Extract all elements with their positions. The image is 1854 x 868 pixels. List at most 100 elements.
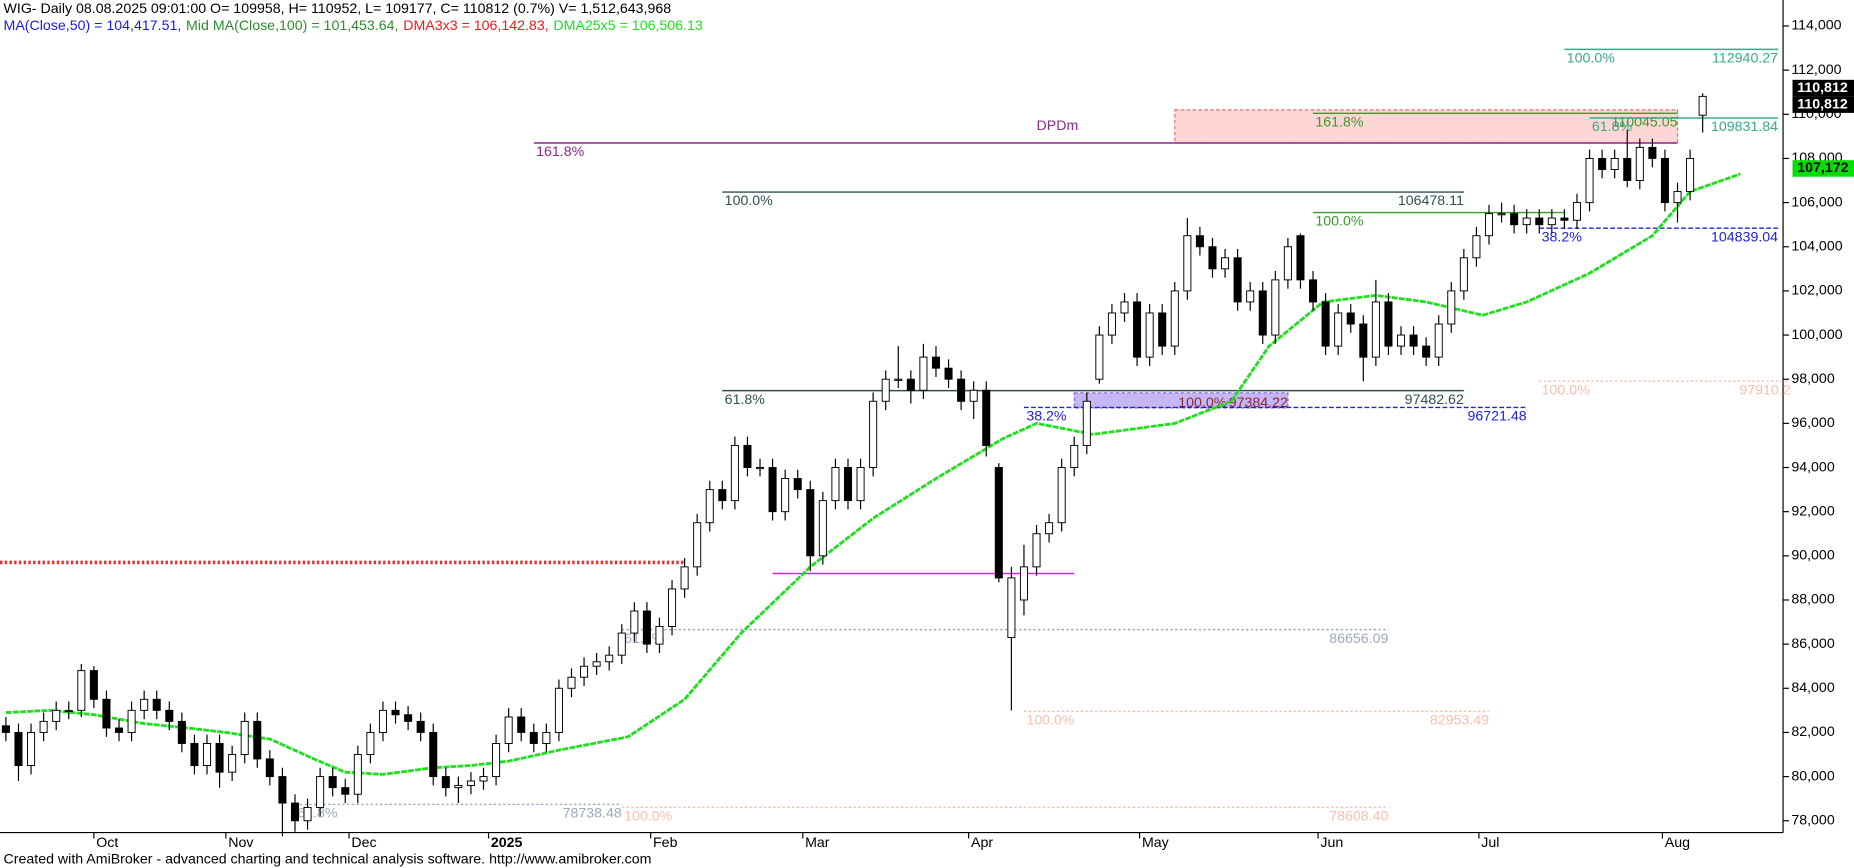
candle-body [580,665,589,678]
candle-body [994,467,1003,579]
zone [1174,109,1679,144]
candle-body [768,467,777,513]
level-label: 161.8% [536,144,584,160]
candle-body [818,500,827,557]
candle-body [1032,533,1041,568]
y-tick-label: 88,000 [1791,592,1834,608]
level-label: 100.0% [1542,382,1590,398]
y-tick-label: 112,000 [1791,62,1841,78]
candle-body [806,489,815,557]
candle-body [215,742,224,773]
candle-body [1422,345,1431,358]
level-label: 100.0% [624,809,672,825]
candle-body [1648,146,1657,159]
candle-body [366,731,375,755]
level-label: 61.8% [297,806,338,822]
y-tick-label: 90,000 [1791,548,1834,564]
x-tick-label: 2025 [491,835,523,851]
candle-body [781,478,790,513]
candle-body [89,670,98,700]
candle-body [1447,290,1456,325]
candle-body [1221,257,1230,270]
candle-body [1070,444,1079,468]
candle-body [378,709,387,733]
candle-body [1510,213,1519,226]
candle-body [567,676,576,689]
candle-body [542,731,551,744]
y-tick-label: 86,000 [1791,636,1834,652]
candle-body [429,731,438,778]
level-label: 112940.27 [1712,51,1778,67]
y-tick-label: 82,000 [1791,724,1834,740]
candle-body [1133,301,1142,358]
candle-body [1384,301,1393,347]
price-tag [1792,160,1854,177]
candle-body [278,776,287,804]
candle-body [1472,235,1481,259]
level-label: 82953.49 [1430,713,1489,729]
candle-body [655,625,664,645]
zone-label: 97384.22 [1229,395,1288,411]
chart-title: WIG- Daily 08.08.2025 09:01:00 O= 109958… [4,1,672,17]
zone-label: 100.0% [1178,395,1226,411]
level-label: 100.0% [1567,51,1615,67]
candle-body [680,566,689,590]
y-tick-label: 84,000 [1791,680,1834,696]
candle-body [454,784,463,789]
candle-body [441,776,450,789]
x-tick-label: Oct [96,835,118,851]
candle-body [1007,577,1016,638]
candle-body [1434,323,1443,358]
candle-body [1271,279,1280,336]
candle-body [1183,235,1192,292]
y-tick-label: 94,000 [1791,459,1834,475]
candle-body [554,687,563,733]
level-label: 97482.62 [1405,392,1464,408]
candle-body [479,776,488,782]
candle-body [240,720,249,755]
candle-body [290,802,300,822]
y-tick-label: 92,000 [1791,503,1834,519]
candle-body [730,444,739,502]
candle-body [668,588,677,627]
candle-body [1296,235,1305,281]
candle-body [1484,213,1494,237]
candle-body [1359,323,1368,358]
candle-body [1497,213,1506,216]
chart-subtitle: MA(Close,50) = 104,417.51, Mid MA(Close,1… [4,18,703,34]
price-tag-label: 110,812 [1797,80,1848,96]
candle-body [504,716,513,744]
candle-body [1572,202,1581,221]
candle-body [1082,400,1091,446]
candle-body [705,489,714,524]
candle-body [127,709,136,733]
candle-body [177,720,186,744]
candle-body [969,389,978,402]
y-tick-label: 104,000 [1791,239,1842,255]
level-label: 104839.04 [1711,229,1778,245]
candle-body [793,478,802,491]
candle-body [1321,301,1330,347]
candle-body [328,776,337,789]
candle-body [831,467,840,502]
candle-body [265,758,274,778]
candle-body [1158,312,1167,347]
candle-body [869,400,878,468]
candle-body [1673,191,1682,204]
candle-body [165,709,174,722]
y-tick-label: 80,000 [1791,768,1834,784]
level-label: 86656.09 [1329,631,1388,647]
candle-body [1045,522,1054,535]
candle-body [1522,217,1531,226]
candle-body [1057,467,1066,524]
candle-body [1095,334,1104,380]
y-tick-label: 78,000 [1791,812,1834,828]
candle-body [843,467,853,502]
candle-body [1107,312,1116,336]
candle-body [52,709,61,722]
candle-body [529,731,538,744]
candle-body [718,489,727,502]
level-label: 78738.48 [563,806,622,822]
candle-body [856,467,865,502]
